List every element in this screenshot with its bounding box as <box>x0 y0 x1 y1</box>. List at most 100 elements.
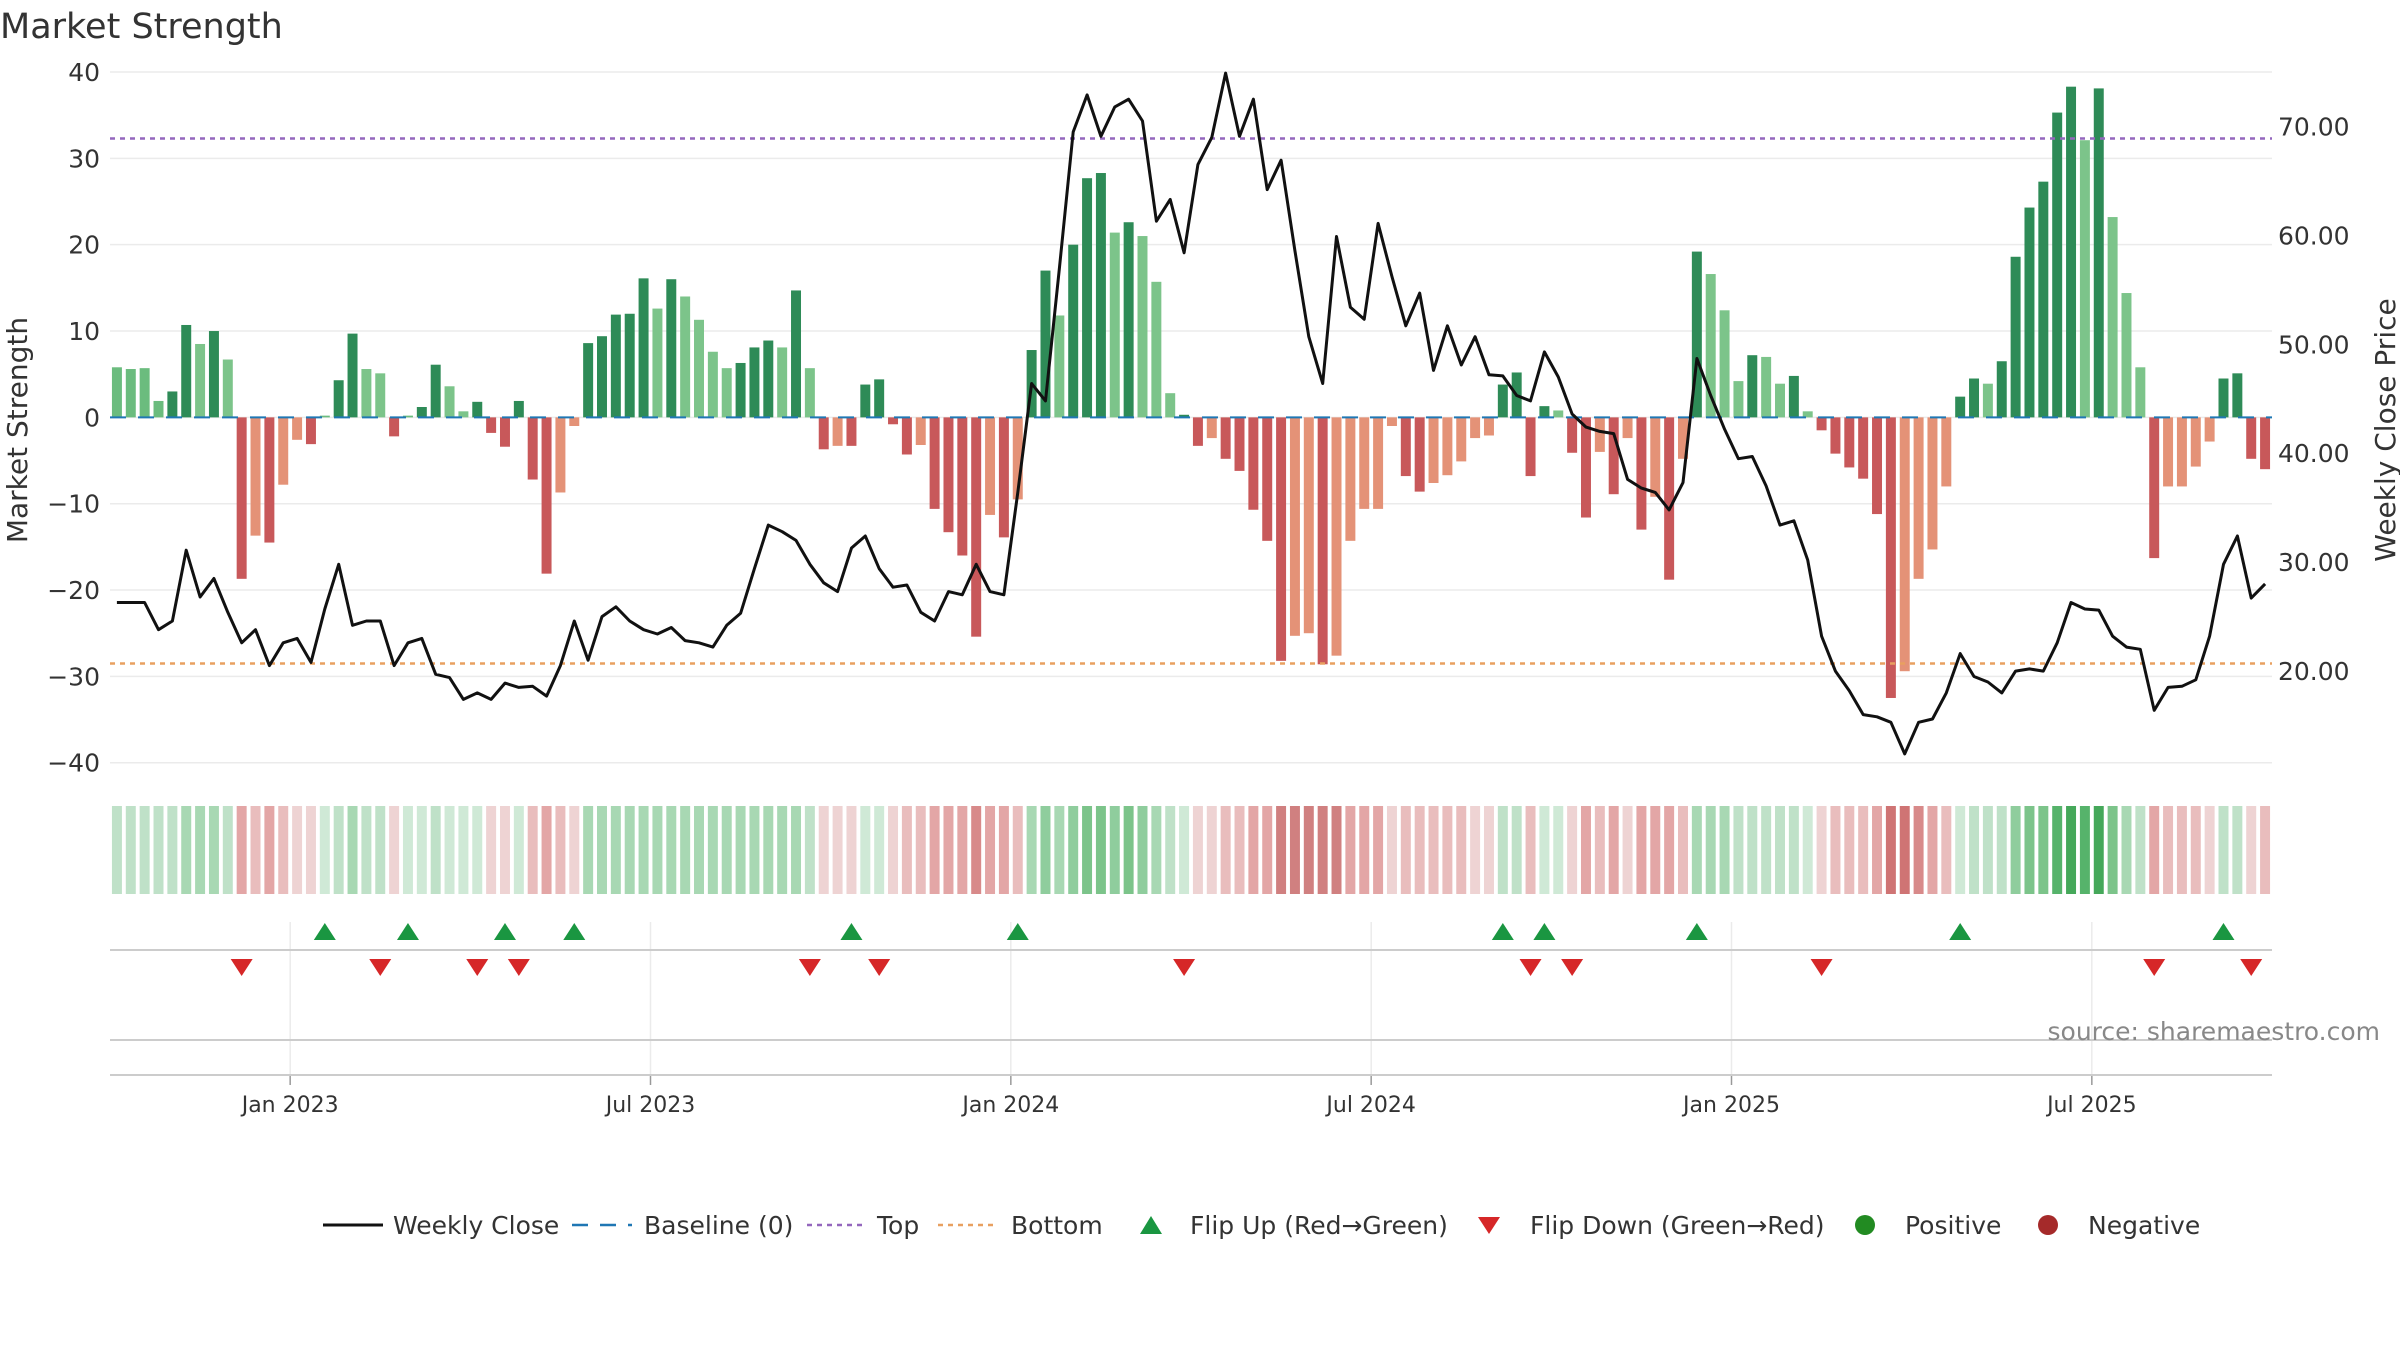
heat-cell <box>458 806 469 894</box>
strength-bar <box>1955 396 1966 418</box>
heat-cell <box>499 806 510 894</box>
heat-cell <box>846 806 857 894</box>
heat-cell <box>555 806 566 894</box>
heat-cell <box>1220 806 1231 894</box>
flip-down-marker <box>1810 959 1833 976</box>
strength-bar <box>1816 417 1827 431</box>
heat-cell <box>749 806 760 894</box>
heat-cell <box>1276 806 1287 894</box>
heat-cell <box>1664 806 1675 894</box>
y-right-tick-label: 60.00 <box>2278 221 2350 250</box>
strength-bar <box>707 351 718 418</box>
strength-bar <box>1123 222 1134 418</box>
strength-bar <box>1678 417 1688 459</box>
flip-down-marker <box>1519 959 1542 976</box>
strength-bar <box>749 347 760 418</box>
heat-cell <box>1941 806 1952 894</box>
strength-bar <box>430 364 441 418</box>
heat-cell <box>111 806 122 894</box>
heat-cell <box>985 806 996 894</box>
heat-cell <box>957 806 968 894</box>
strength-bar <box>1012 417 1023 500</box>
legend: Weekly Close Baseline (0) Top Bottom Flip Up… <box>323 1211 2200 1240</box>
strength-bar <box>1179 414 1190 418</box>
strength-bar <box>2010 256 2021 418</box>
strength-bar <box>361 369 372 418</box>
strength-bar <box>153 400 164 418</box>
legend-positive-swatch <box>1855 1215 1875 1235</box>
strength-bar <box>1691 251 1702 418</box>
strength-bar <box>541 417 552 574</box>
heat-cell <box>791 806 802 894</box>
flip-down-marker <box>507 959 530 976</box>
strength-bar <box>1788 375 1799 418</box>
strength-bar <box>1705 274 1716 418</box>
flip-down-marker <box>1561 959 1584 976</box>
heat-cell <box>402 806 413 894</box>
strength-bar <box>1303 417 1314 634</box>
heat-cell <box>915 806 926 894</box>
strength-bar <box>1580 417 1591 518</box>
heat-cell <box>1955 806 1966 894</box>
strength-bar <box>652 308 663 418</box>
strength-bar <box>2121 293 2132 418</box>
heat-cell <box>2163 806 2174 894</box>
heat-cell <box>1442 806 1453 894</box>
strength-bar <box>499 417 510 447</box>
strength-bar <box>860 384 871 418</box>
strength-bar <box>1622 417 1633 439</box>
strength-bar <box>1400 417 1411 477</box>
heat-cell <box>181 806 192 894</box>
strength-bar <box>347 333 358 418</box>
strength-bar <box>2024 207 2035 418</box>
strength-bar <box>486 417 497 433</box>
heat-cell <box>860 806 871 894</box>
strength-bar <box>278 417 289 485</box>
strength-bar <box>1317 417 1328 665</box>
strength-bar <box>694 319 704 418</box>
heat-cell <box>1553 806 1564 894</box>
heat-cell <box>1262 806 1273 894</box>
heat-cell <box>1151 806 1162 894</box>
strength-bar <box>957 417 968 556</box>
strength-bar <box>1899 417 1910 672</box>
flip-down-marker <box>798 959 821 976</box>
heat-cell <box>1331 806 1342 894</box>
heat-cell <box>1470 806 1481 894</box>
heat-cell <box>305 806 316 894</box>
strength-bar <box>680 296 691 418</box>
x-tick-label: Jul 2023 <box>604 1093 696 1118</box>
heat-cell <box>1747 806 1758 894</box>
heat-cell <box>2176 806 2187 894</box>
y-left-tick-label: −30 <box>47 662 100 691</box>
strength-bar <box>1373 417 1384 509</box>
heat-cell <box>1386 806 1397 894</box>
strength-bar <box>1775 383 1785 418</box>
heat-cell <box>1788 806 1799 894</box>
heat-cell <box>2107 806 2118 894</box>
heat-cell <box>777 806 788 894</box>
heat-cell <box>2052 806 2063 894</box>
strength-bar <box>2163 417 2174 487</box>
y-left-tick-label: −10 <box>47 490 100 519</box>
strength-bar <box>125 369 136 418</box>
x-tick-label: Jan 2023 <box>240 1093 339 1118</box>
heat-cell <box>139 806 150 894</box>
strength-bar <box>513 400 524 418</box>
weekly-close-series <box>116 71 2267 756</box>
strength-bar <box>777 347 788 418</box>
y-right-tick-label: 30.00 <box>2278 548 2350 577</box>
flip-up-marker <box>1533 923 1556 940</box>
heat-cell <box>735 806 746 894</box>
heat-cell <box>1179 806 1190 894</box>
strength-bar <box>444 386 455 418</box>
strength-bar <box>1483 417 1494 436</box>
heat-cell <box>707 806 718 894</box>
flip-up-marker <box>1491 923 1514 940</box>
heat-cell <box>1982 806 1993 894</box>
heat-cell <box>1359 806 1370 894</box>
heat-cell <box>2246 806 2257 894</box>
strength-bar <box>1830 417 1841 454</box>
heat-cell <box>652 806 663 894</box>
